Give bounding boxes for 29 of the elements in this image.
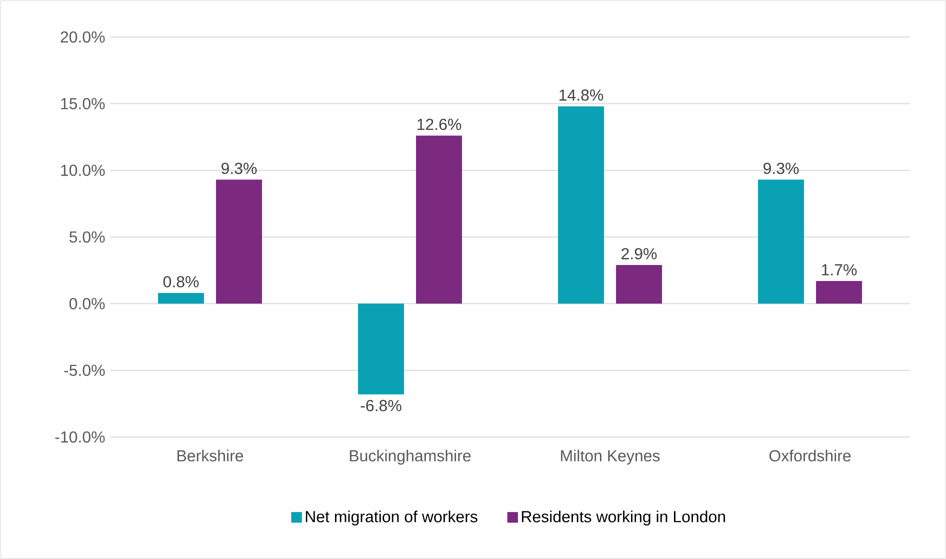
x-tick-label: Oxfordshire (769, 450, 851, 462)
legend-label: Net migration of workers (306, 510, 478, 526)
bar (358, 304, 404, 394)
y-tick-label: -5.0% (64, 364, 105, 376)
data-label: 12.6% (418, 118, 462, 130)
y-tick-label: 0.0% (69, 298, 105, 310)
data-label: 14.8% (560, 89, 604, 101)
bar (616, 264, 662, 304)
data-label: 0.8% (163, 276, 199, 288)
bar (216, 180, 262, 304)
legend-label: Residents working in London (522, 510, 726, 526)
x-tick-label: Milton Keynes (561, 450, 660, 465)
y-tick-label: 10.0% (61, 164, 105, 176)
data-label: 9.3% (222, 162, 257, 174)
y-tick-label: 5.0% (69, 231, 105, 243)
y-tick-label: -10.0% (55, 431, 105, 443)
data-label: 9.3% (764, 162, 799, 174)
bar (158, 292, 204, 304)
bar (416, 136, 462, 304)
data-label: 2.9% (622, 248, 657, 260)
data-label: -6.8% (360, 400, 402, 412)
x-tick-label: Berkshire (178, 450, 244, 462)
y-tick-label: 15.0% (61, 98, 105, 110)
bar (758, 180, 804, 304)
bar (558, 106, 604, 304)
y-tick-label: 20.0% (60, 31, 105, 43)
bar (816, 280, 862, 304)
x-tick-label: Buckinghamshire (350, 450, 471, 465)
data-label: 1.7% (822, 264, 857, 276)
